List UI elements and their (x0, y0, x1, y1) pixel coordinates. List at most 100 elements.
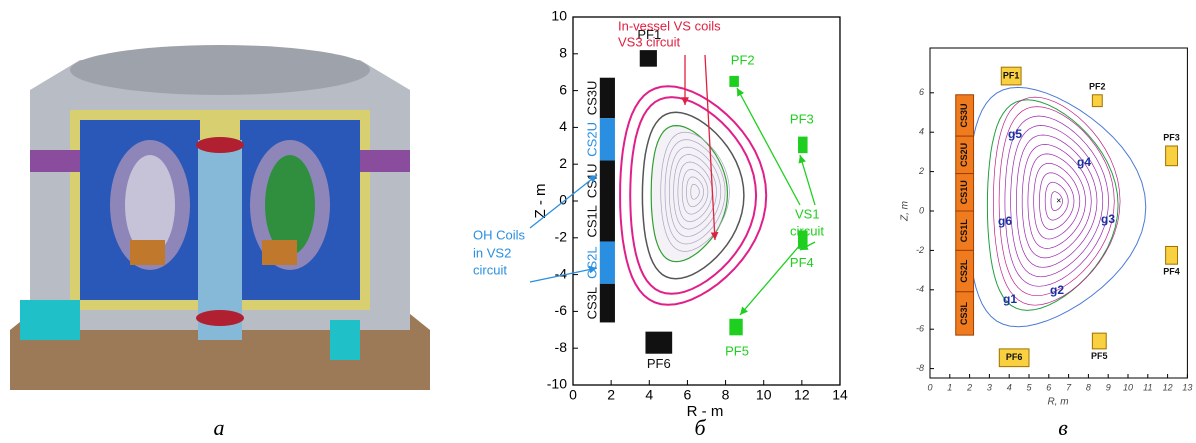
first-wall (986, 99, 1119, 311)
y-tick-label: 2 (918, 166, 924, 176)
x-tick-label: 13 (1182, 382, 1192, 392)
pf-coil (1165, 145, 1178, 167)
pf-label: PF6 (647, 356, 671, 371)
plot-frame (929, 47, 1188, 379)
pf-label: PF3 (1163, 132, 1180, 142)
flux-surface (1039, 172, 1075, 230)
flux-surface (1033, 162, 1081, 240)
cs-label: CS3U (959, 103, 969, 127)
x-tick-label: 8 (722, 387, 730, 403)
x-tick-label: 12 (1163, 382, 1173, 392)
flux-surface (1050, 191, 1063, 211)
cs-coil (599, 160, 615, 201)
pf-label: PF4 (1163, 266, 1180, 276)
port-low-right (330, 320, 360, 360)
port-right (360, 150, 410, 172)
pf-label: PF6 (1006, 352, 1023, 362)
caption: а (214, 415, 225, 440)
pf-coil (1091, 94, 1103, 108)
pf-coil (998, 348, 1030, 368)
annotation: circuit (790, 223, 824, 238)
x-axis-label: R - m (687, 403, 724, 420)
y-tick-label: -4 (916, 284, 924, 294)
pf-coil (645, 331, 673, 354)
cs-label: CS1U (959, 180, 969, 204)
x-tick-label: 10 (756, 387, 772, 403)
x-tick-label: 3 (987, 382, 992, 392)
port-low-left (20, 300, 80, 340)
cs-label: CS3L (959, 301, 969, 325)
annotation: in VS2 (473, 245, 511, 260)
pf-coil (1000, 66, 1022, 86)
pf-coil (729, 75, 739, 87)
pf-coil (1165, 245, 1178, 265)
x-tick-label: 7 (1066, 382, 1072, 392)
x-tick-label: 14 (832, 387, 848, 403)
arrow (798, 154, 816, 206)
arrow (739, 244, 801, 316)
port-left (30, 150, 80, 172)
arrow (704, 54, 719, 241)
y-tick-label: -2 (555, 229, 568, 245)
pf-label: PF3 (790, 111, 814, 126)
y-tick-label: 2 (559, 155, 567, 171)
x-tick-label: 5 (1026, 382, 1032, 392)
annotation: In-vessel VS coils (618, 18, 721, 33)
flux-surface (660, 131, 730, 252)
pf-label: PF4 (790, 255, 814, 270)
y-tick-label: -8 (555, 339, 568, 355)
gap-label: g3 (1101, 212, 1115, 226)
flux-surface (1044, 181, 1069, 221)
y-tick-label: -4 (555, 265, 568, 281)
pf-coil (798, 230, 808, 249)
cs-label: CS3L (584, 287, 599, 320)
y-axis-label: Z, m (900, 201, 911, 222)
arrow (529, 265, 598, 283)
cs-label: CS2U (584, 122, 599, 157)
gap-label: g1 (1003, 292, 1017, 306)
pf-coil (639, 50, 657, 67)
vessel-contour (641, 111, 745, 280)
x-tick-label: 4 (645, 387, 653, 403)
y-tick-label: -6 (555, 302, 568, 318)
cs-label: CS2L (959, 259, 969, 283)
cs-coil (599, 283, 615, 323)
x-tick-label: 8 (1086, 382, 1091, 392)
flux-surface (690, 183, 700, 200)
plasma-left (125, 155, 175, 255)
x-tick-label: 6 (1046, 382, 1051, 392)
flux-surface (1004, 115, 1109, 287)
flux-surface (993, 96, 1121, 306)
cs-label: CS2U (959, 143, 969, 167)
arrow (799, 241, 816, 251)
y-tick-label: 0 (559, 192, 567, 208)
y-tick-label: 6 (559, 81, 567, 97)
x-tick-label: 0 (927, 382, 932, 392)
cs-coil (599, 201, 615, 242)
arrow (736, 87, 801, 206)
pf-label: PF5 (725, 343, 749, 358)
cs-label-bg (586, 201, 600, 242)
pf-label: PF1 (637, 27, 661, 42)
y-tick-label: 0 (919, 205, 924, 215)
y-tick-label: 4 (559, 118, 567, 134)
annotation: OH Coils (473, 227, 526, 242)
cs-bottom (196, 310, 244, 326)
cs-label: CS2L (584, 246, 599, 279)
pf-coil (798, 136, 808, 154)
arrow (529, 174, 598, 229)
caption: в (1058, 415, 1068, 440)
y-tick-label: -2 (916, 245, 924, 255)
y-tick-label: 4 (919, 127, 924, 137)
cs-label: CS1U (584, 163, 599, 198)
pf-label: PF2 (731, 53, 755, 68)
x-tick-label: 6 (684, 387, 692, 403)
pf-label: PF1 (1003, 70, 1020, 80)
flux-surface (673, 154, 717, 230)
flux-surface (681, 169, 709, 215)
y-axis-label: Z - m (532, 184, 549, 219)
x-axis-label: R, m (1047, 397, 1068, 408)
gap-label: g4 (1077, 155, 1091, 169)
cs-coil (955, 291, 975, 336)
